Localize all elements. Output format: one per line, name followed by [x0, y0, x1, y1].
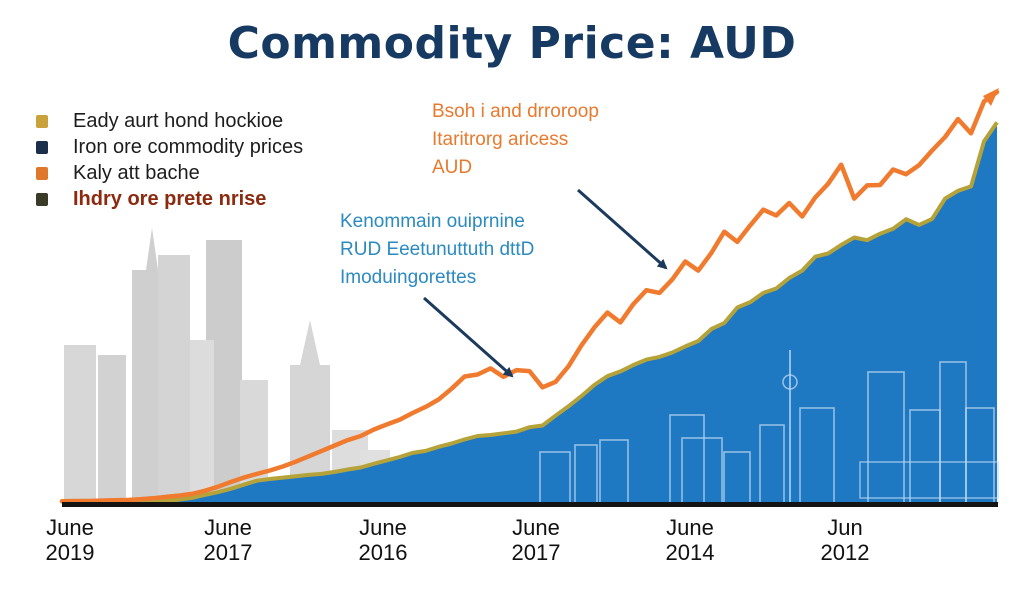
x-tick-label-year: 2017: [204, 540, 253, 565]
legend-item: Kaly att bache: [36, 160, 303, 186]
x-axis: June2019June2017June2016June2017June2014…: [46, 502, 998, 565]
annotation-arrow: [423, 296, 514, 378]
legend-item: Iron ore commodity prices: [36, 134, 303, 160]
annotation-line: Kenommain ouiprnine: [340, 211, 525, 232]
annotation-arrows: [423, 188, 668, 378]
x-tick-label-year: 2016: [359, 540, 408, 565]
spire-shape: [70, 345, 86, 350]
legend-label: Eady aurt hond hockioe: [73, 109, 284, 132]
x-tick-label-year: 2019: [46, 540, 95, 565]
legend-item: Eady aurt hond hockioe: [36, 108, 303, 134]
building-shape: [64, 345, 96, 503]
orange-line-series: [59, 89, 1000, 504]
x-tick-label-month: June: [46, 515, 94, 540]
legend-label: Kaly att bache: [73, 161, 200, 184]
building-shape: [190, 340, 214, 503]
legend-swatch: [36, 166, 48, 180]
legend-swatch: [36, 114, 48, 128]
legend-label: Iron ore commodity prices: [73, 135, 304, 158]
building-shape: [132, 270, 160, 503]
annotation-orange: Bsoh i and drroroop Itaritrorg aricess A…: [432, 98, 599, 182]
skyline-building-outline: [859, 461, 999, 499]
building-shape: [98, 355, 126, 503]
blue-area-series: [62, 122, 997, 504]
legend-swatch: [36, 140, 48, 154]
spire-shape: [300, 320, 320, 365]
blue-area-edge-line: [62, 121, 999, 505]
series-layer: [59, 88, 1000, 505]
x-tick-label-year: 2017: [512, 540, 561, 565]
x-tick-label-year: 2012: [821, 540, 870, 565]
annotation-arrow: [577, 188, 668, 270]
legend-swatch: [36, 192, 48, 206]
annotation-line: RUD Eeetunuttuth dttD: [340, 239, 535, 260]
skyline-tower-outline: [782, 374, 798, 390]
x-tick-label-month: June: [666, 515, 714, 540]
annotation-line: Itaritrorg aricess: [432, 129, 569, 150]
x-tick-label-month: June: [512, 515, 560, 540]
legend-label: Ihdry ore prete nrise: [73, 187, 267, 210]
building-shape: [158, 255, 190, 503]
spire-shape: [146, 228, 158, 270]
skyline-left-decoration: [64, 228, 390, 503]
x-tick-label-month: Jun: [827, 515, 862, 540]
chart-legend: Eady aurt hond hockioe Iron ore commodit…: [36, 108, 303, 212]
x-tick-label-month: June: [204, 515, 252, 540]
orange-line-arrowhead: [983, 88, 999, 106]
annotation-line: AUD: [432, 157, 473, 178]
chart-title: Commodity Price: AUD: [227, 18, 797, 69]
x-tick-label-year: 2014: [666, 540, 715, 565]
annotation-line: Imoduingorettes: [340, 267, 477, 288]
x-tick-label-month: June: [359, 515, 407, 540]
x-axis-baseline: [62, 502, 998, 507]
annotation-blue: Kenommain ouiprnine RUD Eeetunuttuth dtt…: [340, 208, 534, 292]
legend-item: Ihdry ore prete nrise: [36, 186, 303, 212]
annotation-line: Bsoh i and drroroop: [432, 101, 599, 122]
